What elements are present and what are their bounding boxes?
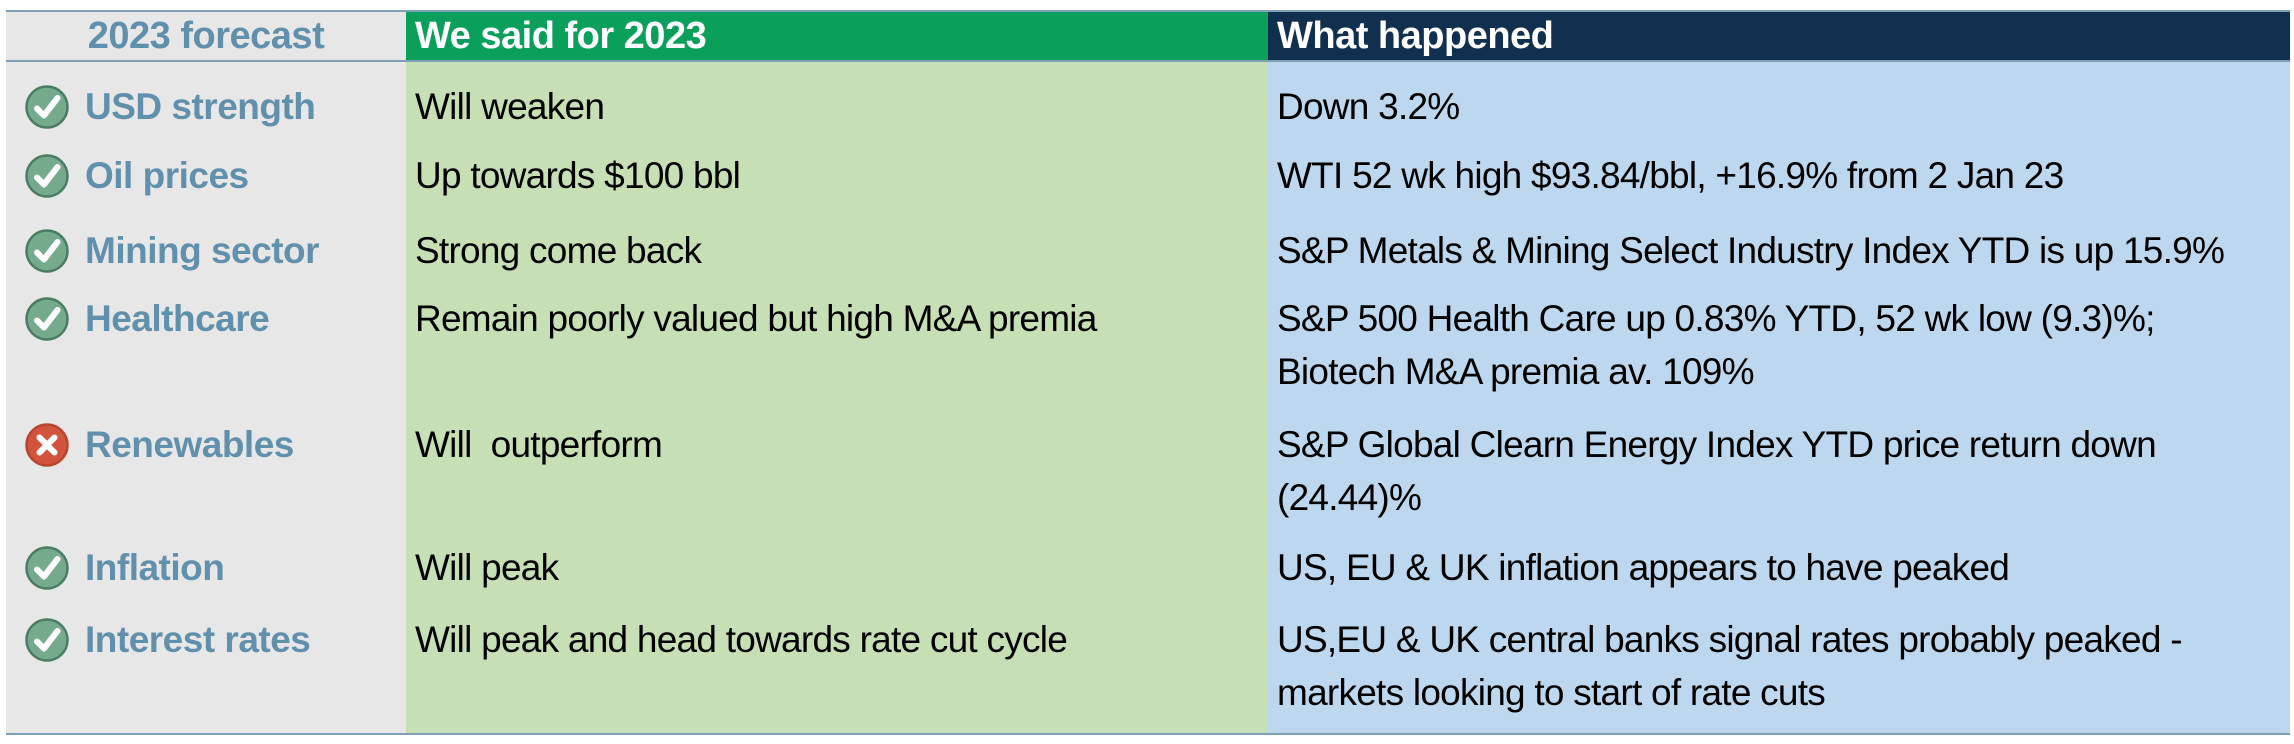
outcome-line: US, EU & UK inflation appears to have pe… <box>1277 547 2010 588</box>
outcome-line: Biotech M&A premia av. 109% <box>1277 351 1755 392</box>
forecast-cell: Will weaken <box>406 62 1268 140</box>
forecast-review-table: 2023 forecast We said for 2023 What happ… <box>6 10 2290 735</box>
check-icon <box>25 229 69 273</box>
status-icon <box>25 154 69 198</box>
outcome-line: Down 3.2% <box>1277 86 1460 127</box>
status-icon <box>25 229 69 273</box>
table-row: Interest rates Will peak and head toward… <box>6 603 2290 733</box>
header-what-happened: What happened <box>1268 12 2290 60</box>
table-body: USD strength Will weaken Down 3.2% Oil p… <box>6 62 2290 733</box>
check-icon <box>25 154 69 198</box>
topic-label: Healthcare <box>85 298 270 339</box>
outcome-line: WTI 52 wk high $93.84/bbl, +16.9% from 2… <box>1277 155 2064 196</box>
topic-cell: Healthcare <box>6 284 406 408</box>
forecast-cell: Will peak and head towards rate cut cycl… <box>406 603 1268 733</box>
status-icon <box>25 618 69 662</box>
forecast-line: Will peak <box>415 547 559 588</box>
status-icon <box>25 297 69 341</box>
table-row: Oil prices Up towards $100 bbl WTI 52 wk… <box>6 140 2290 212</box>
outcome-cell: US,EU & UK central banks signal rates pr… <box>1268 603 2290 733</box>
table-row: Renewables Will outperform S&P Global Cl… <box>6 408 2290 531</box>
check-icon <box>25 85 69 129</box>
header-2023-forecast: 2023 forecast <box>6 12 406 60</box>
outcome-line: US,EU & UK central banks signal rates pr… <box>1277 619 2183 660</box>
table-row: Mining sector Strong come back S&P Metal… <box>6 212 2290 284</box>
topic-cell: Oil prices <box>6 140 406 212</box>
topic-cell: Inflation <box>6 531 406 603</box>
header-row: 2023 forecast We said for 2023 What happ… <box>6 12 2290 62</box>
status-icon <box>25 423 69 467</box>
check-icon <box>25 618 69 662</box>
forecast-line: Will outperform <box>415 424 663 465</box>
outcome-cell: WTI 52 wk high $93.84/bbl, +16.9% from 2… <box>1268 140 2290 212</box>
status-icon <box>25 546 69 590</box>
outcome-cell: S&P Global Clearn Energy Index YTD price… <box>1268 408 2290 531</box>
status-icon <box>25 85 69 129</box>
topic-label: USD strength <box>85 86 316 127</box>
topic-label: Mining sector <box>85 230 320 271</box>
topic-label: Renewables <box>85 424 294 465</box>
forecast-cell: Remain poorly valued but high M&A premia <box>406 284 1268 408</box>
forecast-cell: Up towards $100 bbl <box>406 140 1268 212</box>
check-icon <box>25 297 69 341</box>
forecast-line: Strong come back <box>415 230 702 271</box>
header-we-said: We said for 2023 <box>406 12 1268 60</box>
topic-label: Interest rates <box>85 619 311 660</box>
header-2023-forecast-label: 2023 forecast <box>87 14 325 57</box>
topic-label: Inflation <box>85 547 225 588</box>
forecast-cell: Will outperform <box>406 408 1268 531</box>
topic-cell: Renewables <box>6 408 406 531</box>
outcome-cell: Down 3.2% <box>1268 62 2290 140</box>
forecast-line: Will weaken <box>415 86 605 127</box>
check-icon <box>25 546 69 590</box>
forecast-cell: Will peak <box>406 531 1268 603</box>
table-row: Healthcare Remain poorly valued but high… <box>6 284 2290 408</box>
forecast-line: Remain poorly valued but high M&A premia <box>415 298 1097 339</box>
outcome-line: S&P Global Clearn Energy Index YTD price… <box>1277 424 2157 465</box>
outcome-cell: US, EU & UK inflation appears to have pe… <box>1268 531 2290 603</box>
topic-cell: Mining sector <box>6 212 406 284</box>
outcome-line: S&P Metals & Mining Select Industry Inde… <box>1277 230 2225 271</box>
outcome-line: S&P 500 Health Care up 0.83% YTD, 52 wk … <box>1277 298 2155 339</box>
forecast-line: Will peak and head towards rate cut cycl… <box>415 619 1068 660</box>
outcome-line: (24.44)% <box>1277 477 1422 518</box>
topic-cell: Interest rates <box>6 603 406 733</box>
outcome-cell: S&P Metals & Mining Select Industry Inde… <box>1268 212 2290 284</box>
outcome-cell: S&P 500 Health Care up 0.83% YTD, 52 wk … <box>1268 284 2290 408</box>
cross-icon <box>25 423 69 467</box>
forecast-line: Up towards $100 bbl <box>415 155 741 196</box>
table-row: Inflation Will peak US, EU & UK inflatio… <box>6 531 2290 603</box>
header-we-said-label: We said for 2023 <box>415 14 707 57</box>
topic-cell: USD strength <box>6 62 406 140</box>
forecast-cell: Strong come back <box>406 212 1268 284</box>
header-what-happened-label: What happened <box>1277 14 1554 57</box>
outcome-line: markets looking to start of rate cuts <box>1277 672 1826 713</box>
table-row: USD strength Will weaken Down 3.2% <box>6 62 2290 140</box>
topic-label: Oil prices <box>85 155 249 196</box>
